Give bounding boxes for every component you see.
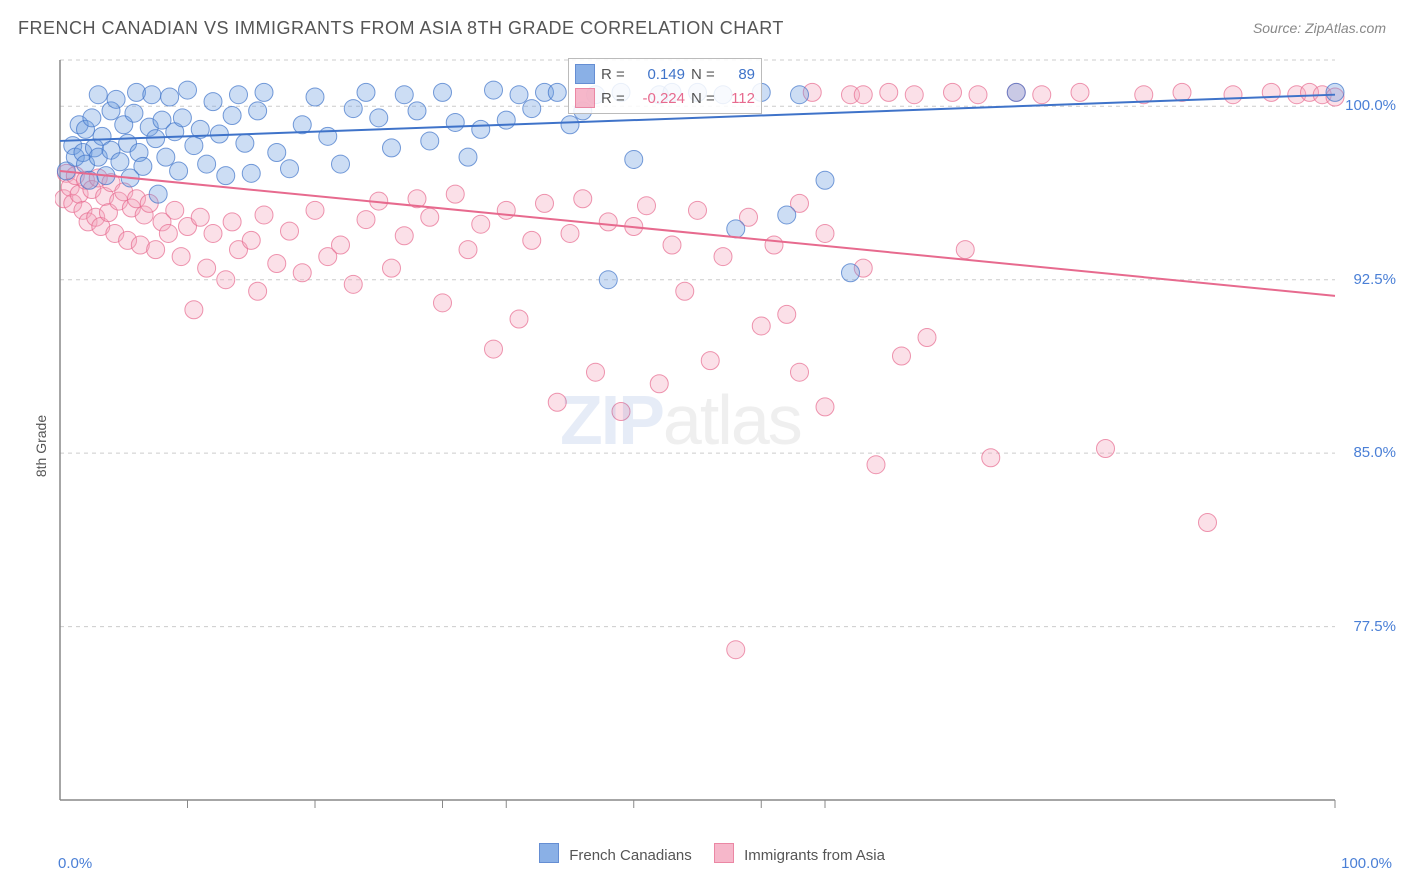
legend-swatch-pink-icon — [714, 843, 734, 863]
n-label: N = — [691, 66, 719, 83]
legend-label-blue: French Canadians — [569, 847, 692, 864]
chart-title: FRENCH CANADIAN VS IMMIGRANTS FROM ASIA … — [18, 18, 784, 39]
r-label: R = — [601, 66, 629, 83]
n-value-blue: 89 — [725, 66, 755, 83]
stats-row-pink: R = -0.224 N = 112 — [575, 86, 755, 110]
chart-svg — [55, 55, 1345, 815]
y-axis-label: 8th Grade — [33, 415, 49, 477]
legend-label-pink: Immigrants from Asia — [744, 847, 885, 864]
source-label: Source: ZipAtlas.com — [1253, 20, 1386, 36]
chart-plot-area — [55, 55, 1345, 815]
r-value-blue: 0.149 — [635, 66, 685, 83]
stats-legend-box: R = 0.149 N = 89 R = -0.224 N = 112 — [568, 58, 762, 114]
r-value-pink: -0.224 — [635, 90, 685, 107]
swatch-pink-icon — [575, 88, 595, 108]
x-tick-100: 100.0% — [1341, 855, 1392, 872]
n-label: N = — [691, 90, 719, 107]
y-tick: 92.5% — [1353, 271, 1396, 288]
y-tick: 100.0% — [1345, 97, 1396, 114]
n-value-pink: 112 — [725, 90, 755, 107]
r-label: R = — [601, 90, 629, 107]
swatch-blue-icon — [575, 64, 595, 84]
y-tick: 77.5% — [1353, 618, 1396, 635]
y-tick: 85.0% — [1353, 444, 1396, 461]
bottom-legend: French Canadians Immigrants from Asia — [0, 843, 1406, 864]
legend-swatch-blue-icon — [539, 843, 559, 863]
stats-row-blue: R = 0.149 N = 89 — [575, 62, 755, 86]
x-tick-0: 0.0% — [58, 855, 92, 872]
